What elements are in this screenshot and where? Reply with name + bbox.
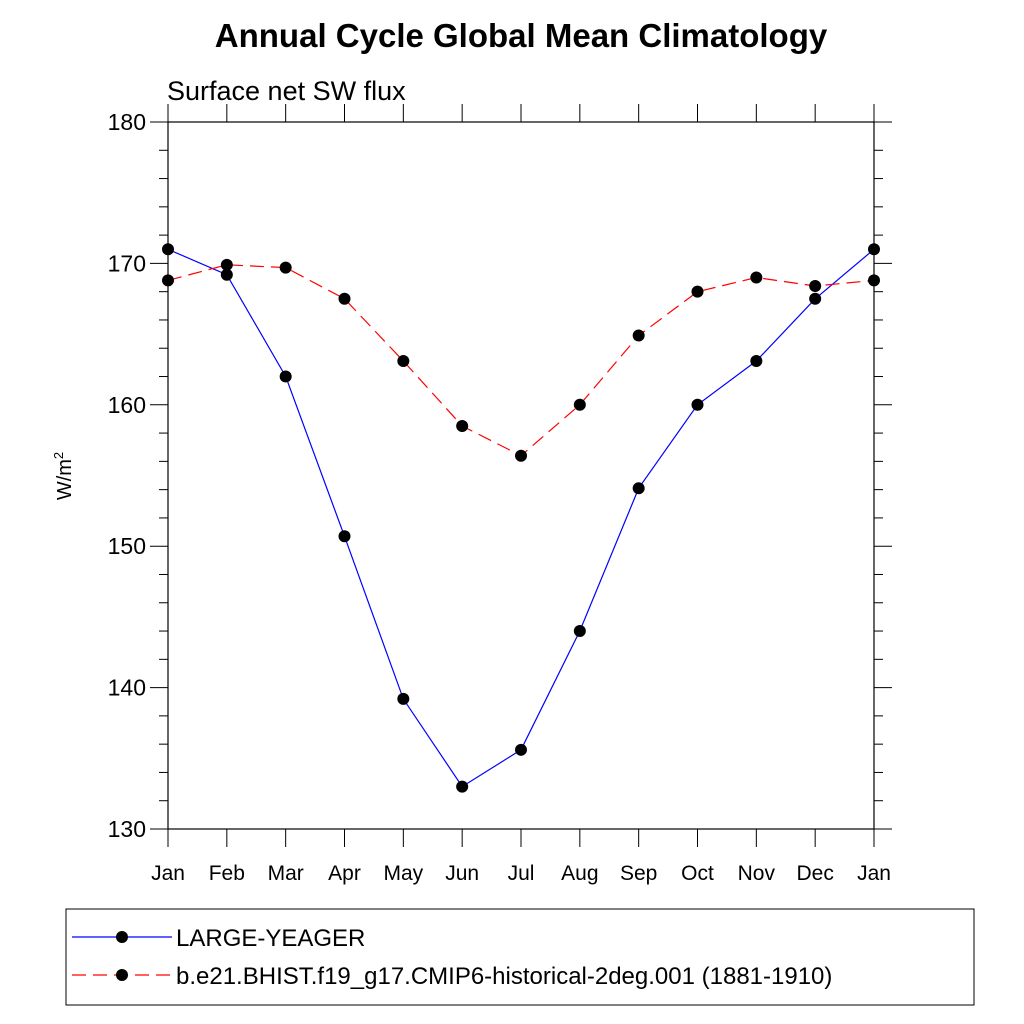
legend: LARGE-YEAGER b.e21.BHIST.f19_g17.CMIP6-hi… bbox=[72, 925, 832, 990]
x-tick-label: May bbox=[383, 862, 423, 885]
x-tick-label: Nov bbox=[738, 862, 776, 885]
series-point bbox=[868, 274, 880, 287]
series-point bbox=[397, 354, 410, 367]
series-line bbox=[167, 264, 875, 457]
y-axis-label: W/m2 bbox=[51, 452, 76, 500]
series-point bbox=[573, 625, 586, 638]
series-point bbox=[809, 280, 822, 293]
series-point bbox=[279, 370, 292, 383]
series-layer bbox=[162, 243, 880, 793]
axis-ticks bbox=[150, 104, 892, 847]
x-tick-label: Jul bbox=[508, 862, 535, 885]
series-point bbox=[809, 292, 822, 305]
series-point bbox=[162, 243, 174, 256]
series-point bbox=[691, 285, 704, 298]
x-tick-label: Aug bbox=[561, 862, 598, 885]
y-tick-label: 140 bbox=[108, 675, 146, 701]
legend-box bbox=[65, 908, 975, 1006]
x-tick-label: Mar bbox=[268, 862, 304, 885]
y-tick-labels: 130 140 150 160 170 180 bbox=[108, 109, 146, 842]
y-tick-label: 160 bbox=[108, 392, 146, 418]
series-point bbox=[691, 398, 704, 411]
legend-marker bbox=[116, 931, 128, 943]
series-line bbox=[167, 248, 875, 788]
series-point bbox=[279, 261, 292, 274]
series-point bbox=[220, 258, 233, 271]
series-point bbox=[338, 530, 351, 543]
legend-label: b.e21.BHIST.f19_g17.CMIP6-historical-2de… bbox=[176, 963, 832, 990]
x-tick-labels: Jan Feb Mar Apr May Jun Jul Aug Sep Oct Nov Dec Jan bbox=[151, 862, 891, 885]
y-tick-label: 130 bbox=[108, 816, 146, 842]
series-point bbox=[397, 692, 410, 705]
series-point bbox=[573, 398, 586, 411]
y-tick-label: 180 bbox=[108, 109, 146, 135]
x-tick-label: Jun bbox=[445, 862, 479, 885]
series-point bbox=[456, 780, 469, 793]
y-tick-label: 170 bbox=[108, 250, 146, 276]
chart-subtitle: Surface net SW flux bbox=[167, 76, 406, 106]
series-point bbox=[515, 449, 527, 462]
x-tick-label: Jan bbox=[857, 862, 891, 885]
x-tick-label: Oct bbox=[681, 862, 714, 885]
series-point bbox=[515, 743, 527, 756]
plot-frame bbox=[167, 121, 875, 830]
x-tick-label: Feb bbox=[209, 862, 245, 885]
y-axis-label-text: W/m bbox=[54, 459, 76, 500]
series-point bbox=[220, 268, 233, 281]
chart-title: Annual Cycle Global Mean Climatology bbox=[215, 17, 828, 54]
legend-label: LARGE-YEAGER bbox=[176, 925, 365, 952]
series-point bbox=[632, 329, 645, 342]
x-tick-label: Sep bbox=[620, 862, 657, 885]
series-point bbox=[632, 482, 645, 495]
y-tick-label: 150 bbox=[108, 533, 146, 559]
y-axis-label-superscript: 2 bbox=[51, 452, 66, 459]
series-point bbox=[162, 274, 174, 287]
series-point bbox=[750, 271, 763, 284]
series-point bbox=[338, 292, 351, 305]
series-point bbox=[750, 354, 763, 367]
x-tick-label: Jan bbox=[151, 862, 185, 885]
x-tick-label: Apr bbox=[328, 862, 361, 885]
x-tick-label: Dec bbox=[796, 862, 833, 885]
series-point bbox=[456, 420, 469, 433]
legend-marker bbox=[116, 969, 128, 981]
series-point bbox=[868, 243, 880, 256]
